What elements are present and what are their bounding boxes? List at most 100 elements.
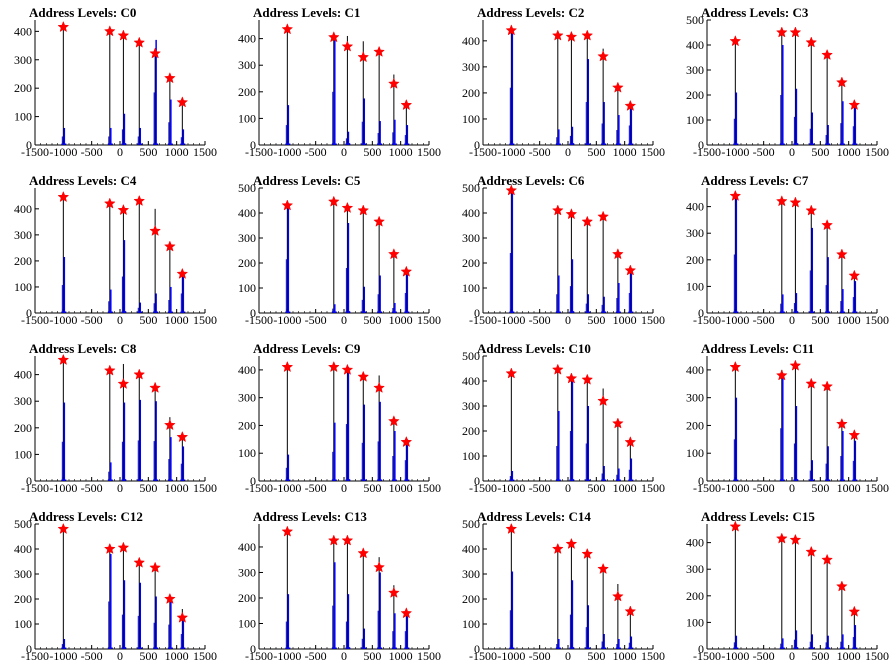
x-tick-label: 1000 [837, 481, 861, 495]
peak-marker [149, 561, 162, 573]
y-tick-label: 300 [686, 562, 704, 576]
x-tick-label: 1500 [417, 313, 441, 327]
x-tick-label: 500 [363, 481, 381, 495]
peak-marker [835, 76, 848, 88]
peak-marker [835, 248, 848, 260]
x-tick-label: -1500 [469, 649, 497, 663]
peak-marker [581, 373, 594, 385]
x-tick-label: 1000 [389, 313, 413, 327]
panel-title: Address Levels: C0 [29, 5, 136, 20]
peak-marker [624, 264, 637, 276]
peak-marker [373, 381, 386, 393]
peak-marker [57, 190, 70, 203]
y-tick-label: 0 [698, 642, 704, 656]
panel-c5: Address Levels: C50100200300400500-1500-… [238, 173, 441, 327]
peak-marker [805, 545, 818, 557]
y-tick-label: 200 [686, 88, 704, 102]
panel-title: Address Levels: C9 [253, 341, 361, 356]
x-tick-label: 500 [587, 145, 605, 159]
peak-marker [581, 215, 594, 227]
y-tick-label: 400 [14, 542, 32, 556]
y-tick-label: 100 [462, 112, 480, 126]
peak-marker [505, 184, 518, 196]
peak-marker [729, 35, 742, 47]
y-tick-label: 0 [26, 138, 32, 152]
y-tick-label: 300 [686, 226, 704, 240]
x-tick-label: 500 [139, 649, 157, 663]
peak-marker [821, 380, 834, 392]
y-tick-label: 0 [474, 138, 480, 152]
x-tick-label: 500 [587, 649, 605, 663]
x-tick-label: 0 [117, 313, 123, 327]
y-tick-label: 300 [14, 53, 32, 67]
peak-marker [789, 26, 802, 38]
x-tick-label: 500 [811, 145, 829, 159]
panel-c6: Address Levels: C60100200300400500-1500-… [462, 173, 665, 327]
y-tick-label: 100 [686, 615, 704, 629]
peak-marker [387, 586, 400, 598]
peak-marker [729, 360, 742, 373]
panel-title: Address Levels: C3 [701, 5, 809, 20]
x-tick-label: -1500 [693, 481, 721, 495]
peak-marker [551, 542, 564, 554]
peak-marker [848, 428, 861, 441]
peak-marker [565, 537, 578, 549]
peak-marker [581, 547, 594, 559]
peak-marker [373, 215, 386, 227]
panel-title: Address Levels: C14 [477, 509, 591, 524]
peak-marker [597, 562, 610, 574]
panel-c12: Address Levels: C12 0 100 200 300 400 500 -1500… [14, 509, 217, 663]
x-tick-label: 500 [811, 481, 829, 495]
panel-c0: Address Levels: C0 0 100 200 300 400 -1500 -100… [14, 5, 217, 159]
y-tick-label: 300 [14, 567, 32, 581]
y-tick-label: 400 [686, 38, 704, 52]
y-tick-label: 300 [462, 60, 480, 74]
y-tick-label: 300 [686, 63, 704, 77]
peak-marker [400, 265, 413, 277]
x-tick-label: 1000 [165, 481, 189, 495]
peak-marker [327, 360, 340, 373]
x-tick-label: -500 [305, 649, 327, 663]
x-tick-label: -1500 [245, 145, 273, 159]
x-tick-label: -1000 [497, 313, 525, 327]
y-tick-label: 400 [14, 202, 32, 216]
panel-title: Address Levels: C15 [701, 509, 815, 524]
y-tick-label: 300 [462, 231, 480, 245]
y-tick-label: 100 [238, 616, 256, 630]
y-tick-label: 100 [462, 617, 480, 631]
x-tick-label: -1000 [273, 649, 301, 663]
peak-marker [281, 23, 294, 35]
x-tick-label: -500 [529, 145, 551, 159]
peak-marker [775, 532, 788, 544]
panel-title: Address Levels: C13 [253, 509, 367, 524]
x-tick-label: 0 [789, 481, 795, 495]
peak-marker [327, 31, 340, 43]
x-tick-label: -500 [81, 649, 103, 663]
x-tick-label: 0 [117, 481, 123, 495]
x-tick-label: 500 [363, 145, 381, 159]
x-tick-label: 1500 [865, 145, 889, 159]
y-tick-label: 200 [238, 85, 256, 99]
y-tick-label: 100 [238, 446, 256, 460]
peak-marker [357, 370, 370, 382]
x-tick-label: -1000 [497, 481, 525, 495]
peak-marker [848, 605, 861, 617]
x-tick-label: 500 [811, 313, 829, 327]
panel-title: Address Levels: C1 [253, 5, 360, 20]
x-tick-label: -1000 [273, 481, 301, 495]
peak-marker [163, 72, 176, 84]
x-tick-label: -500 [753, 481, 775, 495]
y-tick-label: 100 [686, 446, 704, 460]
panel-title: Address Levels: C6 [477, 173, 585, 188]
x-tick-label: -1000 [721, 145, 749, 159]
y-tick-label: 0 [250, 642, 256, 656]
y-tick-label: 0 [250, 138, 256, 152]
y-tick-label: 100 [686, 279, 704, 293]
y-tick-label: 400 [14, 368, 32, 382]
x-tick-label: 0 [789, 313, 795, 327]
x-tick-label: -500 [305, 313, 327, 327]
y-tick-label: 400 [238, 363, 256, 377]
y-tick-label: 0 [474, 642, 480, 656]
x-tick-label: 1500 [865, 481, 889, 495]
peak-marker [565, 208, 578, 220]
